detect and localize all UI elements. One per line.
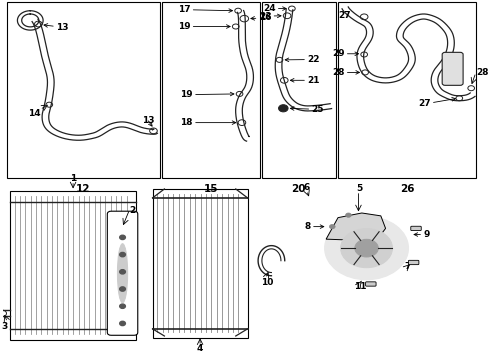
Text: 12: 12 bbox=[76, 184, 91, 194]
Text: 21: 21 bbox=[291, 76, 319, 85]
Polygon shape bbox=[326, 213, 386, 241]
Bar bbox=[262, 3, 336, 178]
Text: 13: 13 bbox=[142, 116, 154, 126]
Circle shape bbox=[329, 225, 335, 229]
Circle shape bbox=[325, 217, 408, 280]
Text: 16: 16 bbox=[251, 13, 271, 22]
Circle shape bbox=[120, 270, 125, 274]
Text: 19: 19 bbox=[180, 90, 234, 99]
Text: 27: 27 bbox=[338, 10, 350, 19]
Circle shape bbox=[120, 235, 125, 239]
Text: 9: 9 bbox=[414, 230, 430, 239]
Text: 3: 3 bbox=[1, 322, 7, 331]
Text: 15: 15 bbox=[204, 184, 218, 194]
Ellipse shape bbox=[118, 244, 128, 303]
Circle shape bbox=[120, 252, 125, 257]
Circle shape bbox=[278, 105, 288, 112]
Bar bbox=[338, 3, 476, 178]
Text: 28: 28 bbox=[332, 68, 360, 77]
Text: 20: 20 bbox=[291, 184, 306, 194]
Text: 23: 23 bbox=[259, 12, 281, 21]
Circle shape bbox=[355, 239, 378, 257]
Text: 1: 1 bbox=[70, 174, 76, 183]
FancyBboxPatch shape bbox=[366, 282, 376, 286]
Text: 8: 8 bbox=[305, 222, 324, 231]
Text: 18: 18 bbox=[180, 118, 236, 127]
Text: 11: 11 bbox=[354, 282, 367, 291]
Text: 6: 6 bbox=[304, 183, 310, 192]
Text: 22: 22 bbox=[285, 55, 319, 64]
Circle shape bbox=[341, 229, 392, 268]
Text: 27: 27 bbox=[418, 98, 456, 108]
FancyBboxPatch shape bbox=[107, 211, 138, 335]
Text: 25: 25 bbox=[291, 105, 324, 114]
Text: 29: 29 bbox=[332, 49, 359, 58]
Text: 10: 10 bbox=[262, 278, 274, 287]
Circle shape bbox=[120, 287, 125, 291]
FancyBboxPatch shape bbox=[411, 226, 421, 230]
Bar bbox=[7, 3, 160, 178]
Text: 2: 2 bbox=[130, 206, 136, 215]
Text: 4: 4 bbox=[197, 344, 203, 353]
Text: 24: 24 bbox=[263, 4, 286, 13]
Circle shape bbox=[120, 321, 125, 325]
Text: 28: 28 bbox=[476, 68, 489, 77]
FancyBboxPatch shape bbox=[10, 191, 136, 339]
FancyBboxPatch shape bbox=[408, 260, 419, 265]
Text: 14: 14 bbox=[28, 109, 41, 118]
Text: 7: 7 bbox=[405, 262, 411, 271]
Text: 5: 5 bbox=[356, 184, 363, 193]
Text: 19: 19 bbox=[178, 22, 230, 31]
Circle shape bbox=[120, 304, 125, 309]
Bar bbox=[162, 3, 260, 178]
FancyBboxPatch shape bbox=[442, 52, 463, 85]
Bar bbox=[152, 189, 247, 338]
Text: 13: 13 bbox=[44, 23, 69, 32]
Circle shape bbox=[345, 213, 351, 217]
Text: 26: 26 bbox=[400, 184, 414, 194]
Text: 17: 17 bbox=[178, 5, 232, 14]
